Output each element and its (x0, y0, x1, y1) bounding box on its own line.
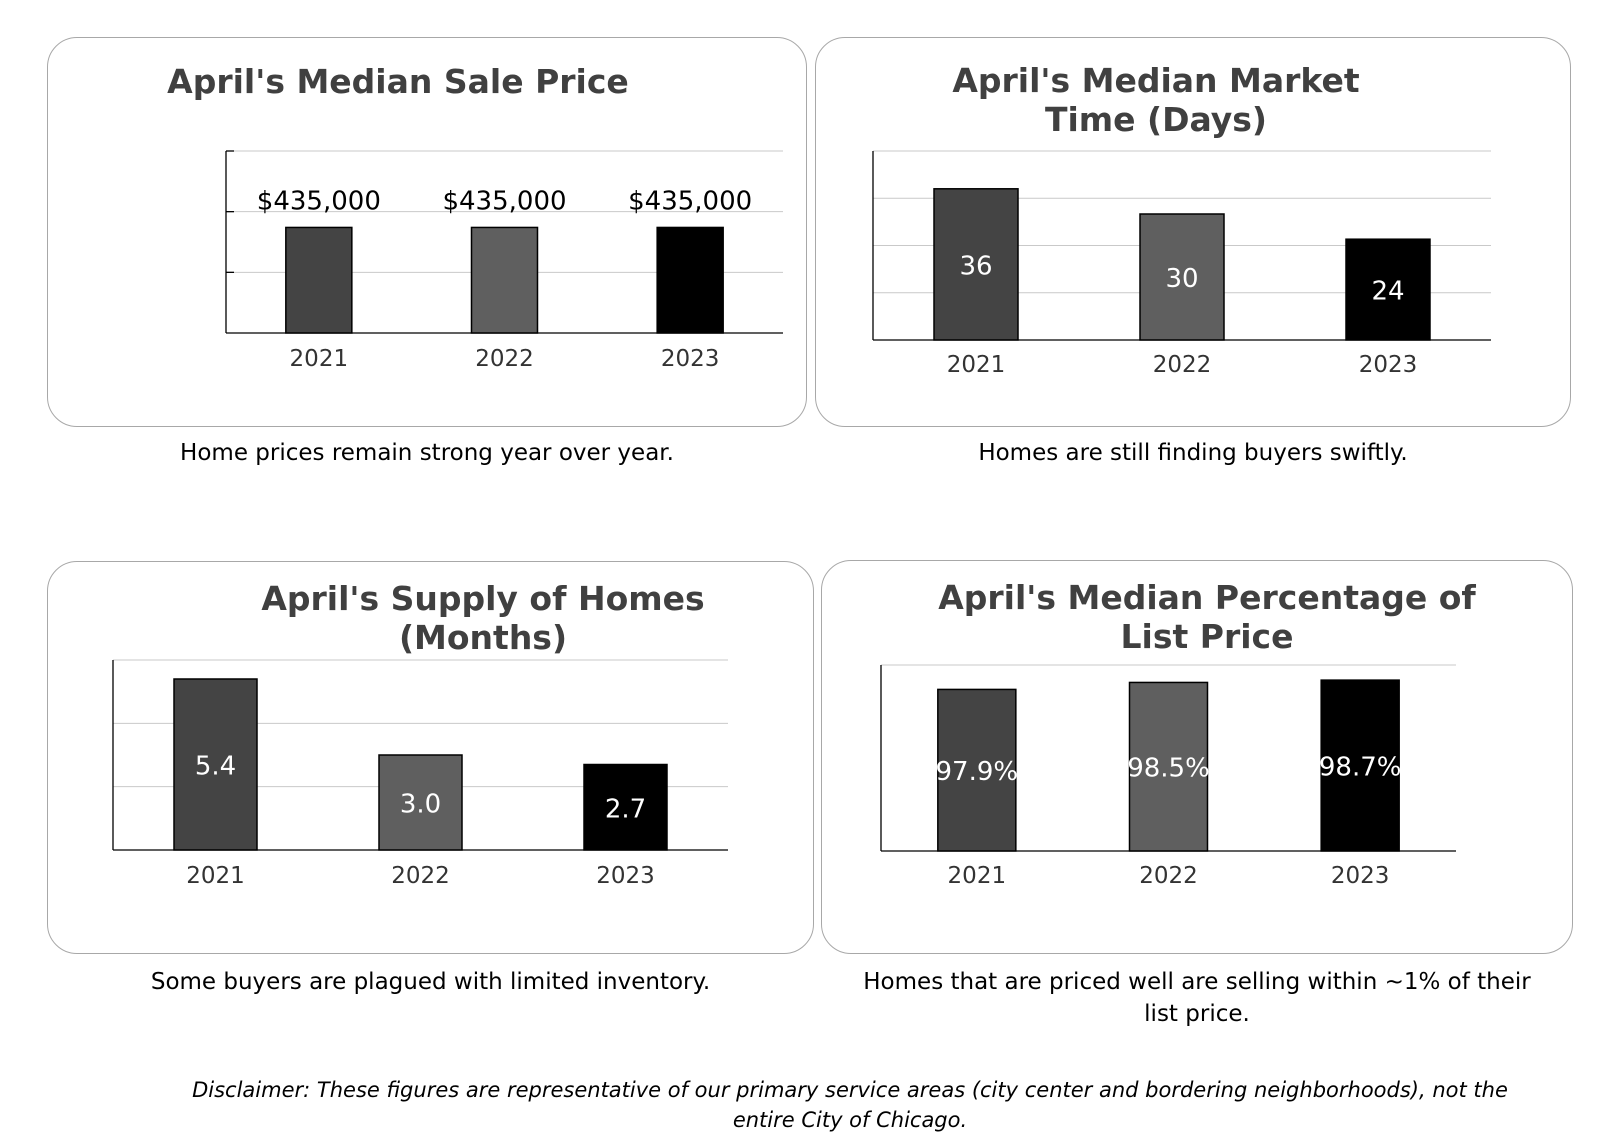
bar-2021 (285, 226, 353, 334)
data-label-2022: 98.5% (1127, 754, 1210, 784)
bar-2023 (583, 763, 668, 851)
x-tick-label-2022: 2022 (391, 863, 450, 889)
chart-card-supply: April's Supply of Homes (Months) 5.4 2021… (47, 561, 814, 954)
data-label-2023: 98.7% (1319, 753, 1402, 783)
bar-2023 (1320, 679, 1400, 852)
x-tick-label-2023: 2023 (1359, 352, 1418, 378)
data-label-2021: 97.9% (936, 757, 1019, 787)
disclaimer: Disclaimer: These figures are representa… (192, 1078, 1508, 1132)
bar-2022 (1139, 213, 1225, 341)
chart-caption: Some buyers are plagued with limited inv… (150, 969, 711, 995)
x-tick-label-2021: 2021 (290, 346, 349, 372)
x-tick-label-2023: 2023 (661, 346, 720, 372)
bar-2022 (470, 226, 539, 334)
data-label-2021: 36 (959, 251, 992, 281)
x-tick-label-2021: 2021 (948, 863, 1007, 889)
data-label-2023: $435,000 (628, 186, 752, 216)
bar-2021 (173, 678, 258, 851)
chart-caption: Home prices remain strong year over year… (180, 440, 674, 466)
bar-2022 (378, 754, 463, 851)
bar-chart-sale-price: $435,000 2021 $435,000 2022 $435,000 2023 (225, 150, 783, 372)
bar-2021 (933, 188, 1019, 341)
x-tick-label-2022: 2022 (475, 346, 534, 372)
bar-2023 (656, 226, 724, 334)
bar-chart-supply: 5.4 2021 3.0 2022 2.7 2023 (112, 659, 728, 889)
data-label-2021: $435,000 (257, 186, 381, 216)
bar-chart-list-price: 97.9% 2021 98.5% 2022 98.7% 2023 (880, 664, 1456, 889)
chart-card-sale-price: April's Median Sale Price $435,000 2021 $4… (47, 37, 807, 427)
x-tick-label-2023: 2023 (596, 863, 655, 889)
data-label-2022: 30 (1165, 264, 1198, 294)
chart-caption: Homes are still finding buyers swiftly. (978, 440, 1408, 466)
data-label-2022: 3.0 (400, 790, 441, 820)
x-tick-label-2022: 2022 (1153, 352, 1212, 378)
data-label-2021: 5.4 (195, 752, 236, 782)
bar-2023 (1345, 238, 1431, 341)
x-tick-label-2022: 2022 (1139, 863, 1198, 889)
chart-title: April's Median Market Time (Days) (952, 61, 1360, 139)
data-label-2023: 2.7 (605, 794, 646, 824)
data-label-2022: $435,000 (442, 186, 566, 216)
bar-2022 (1128, 681, 1209, 852)
chart-title: April's Median Sale Price (167, 62, 629, 101)
bar-chart-market-time: 36 2021 30 2022 24 2023 (872, 150, 1491, 378)
bar-2021 (937, 688, 1017, 852)
x-tick-label-2021: 2021 (947, 352, 1006, 378)
data-label-2023: 24 (1371, 277, 1404, 307)
chart-title: April's Median Percentage of List Price (938, 578, 1476, 656)
chart-card-list-price: April's Median Percentage of List Price … (821, 560, 1573, 954)
chart-title: April's Supply of Homes (Months) (261, 579, 705, 657)
chart-card-market-time: April's Median Market Time (Days) 36 2021… (815, 37, 1571, 427)
x-tick-label-2023: 2023 (1331, 863, 1390, 889)
chart-caption: Homes that are priced well are selling w… (863, 969, 1531, 1027)
x-tick-label-2021: 2021 (186, 863, 245, 889)
